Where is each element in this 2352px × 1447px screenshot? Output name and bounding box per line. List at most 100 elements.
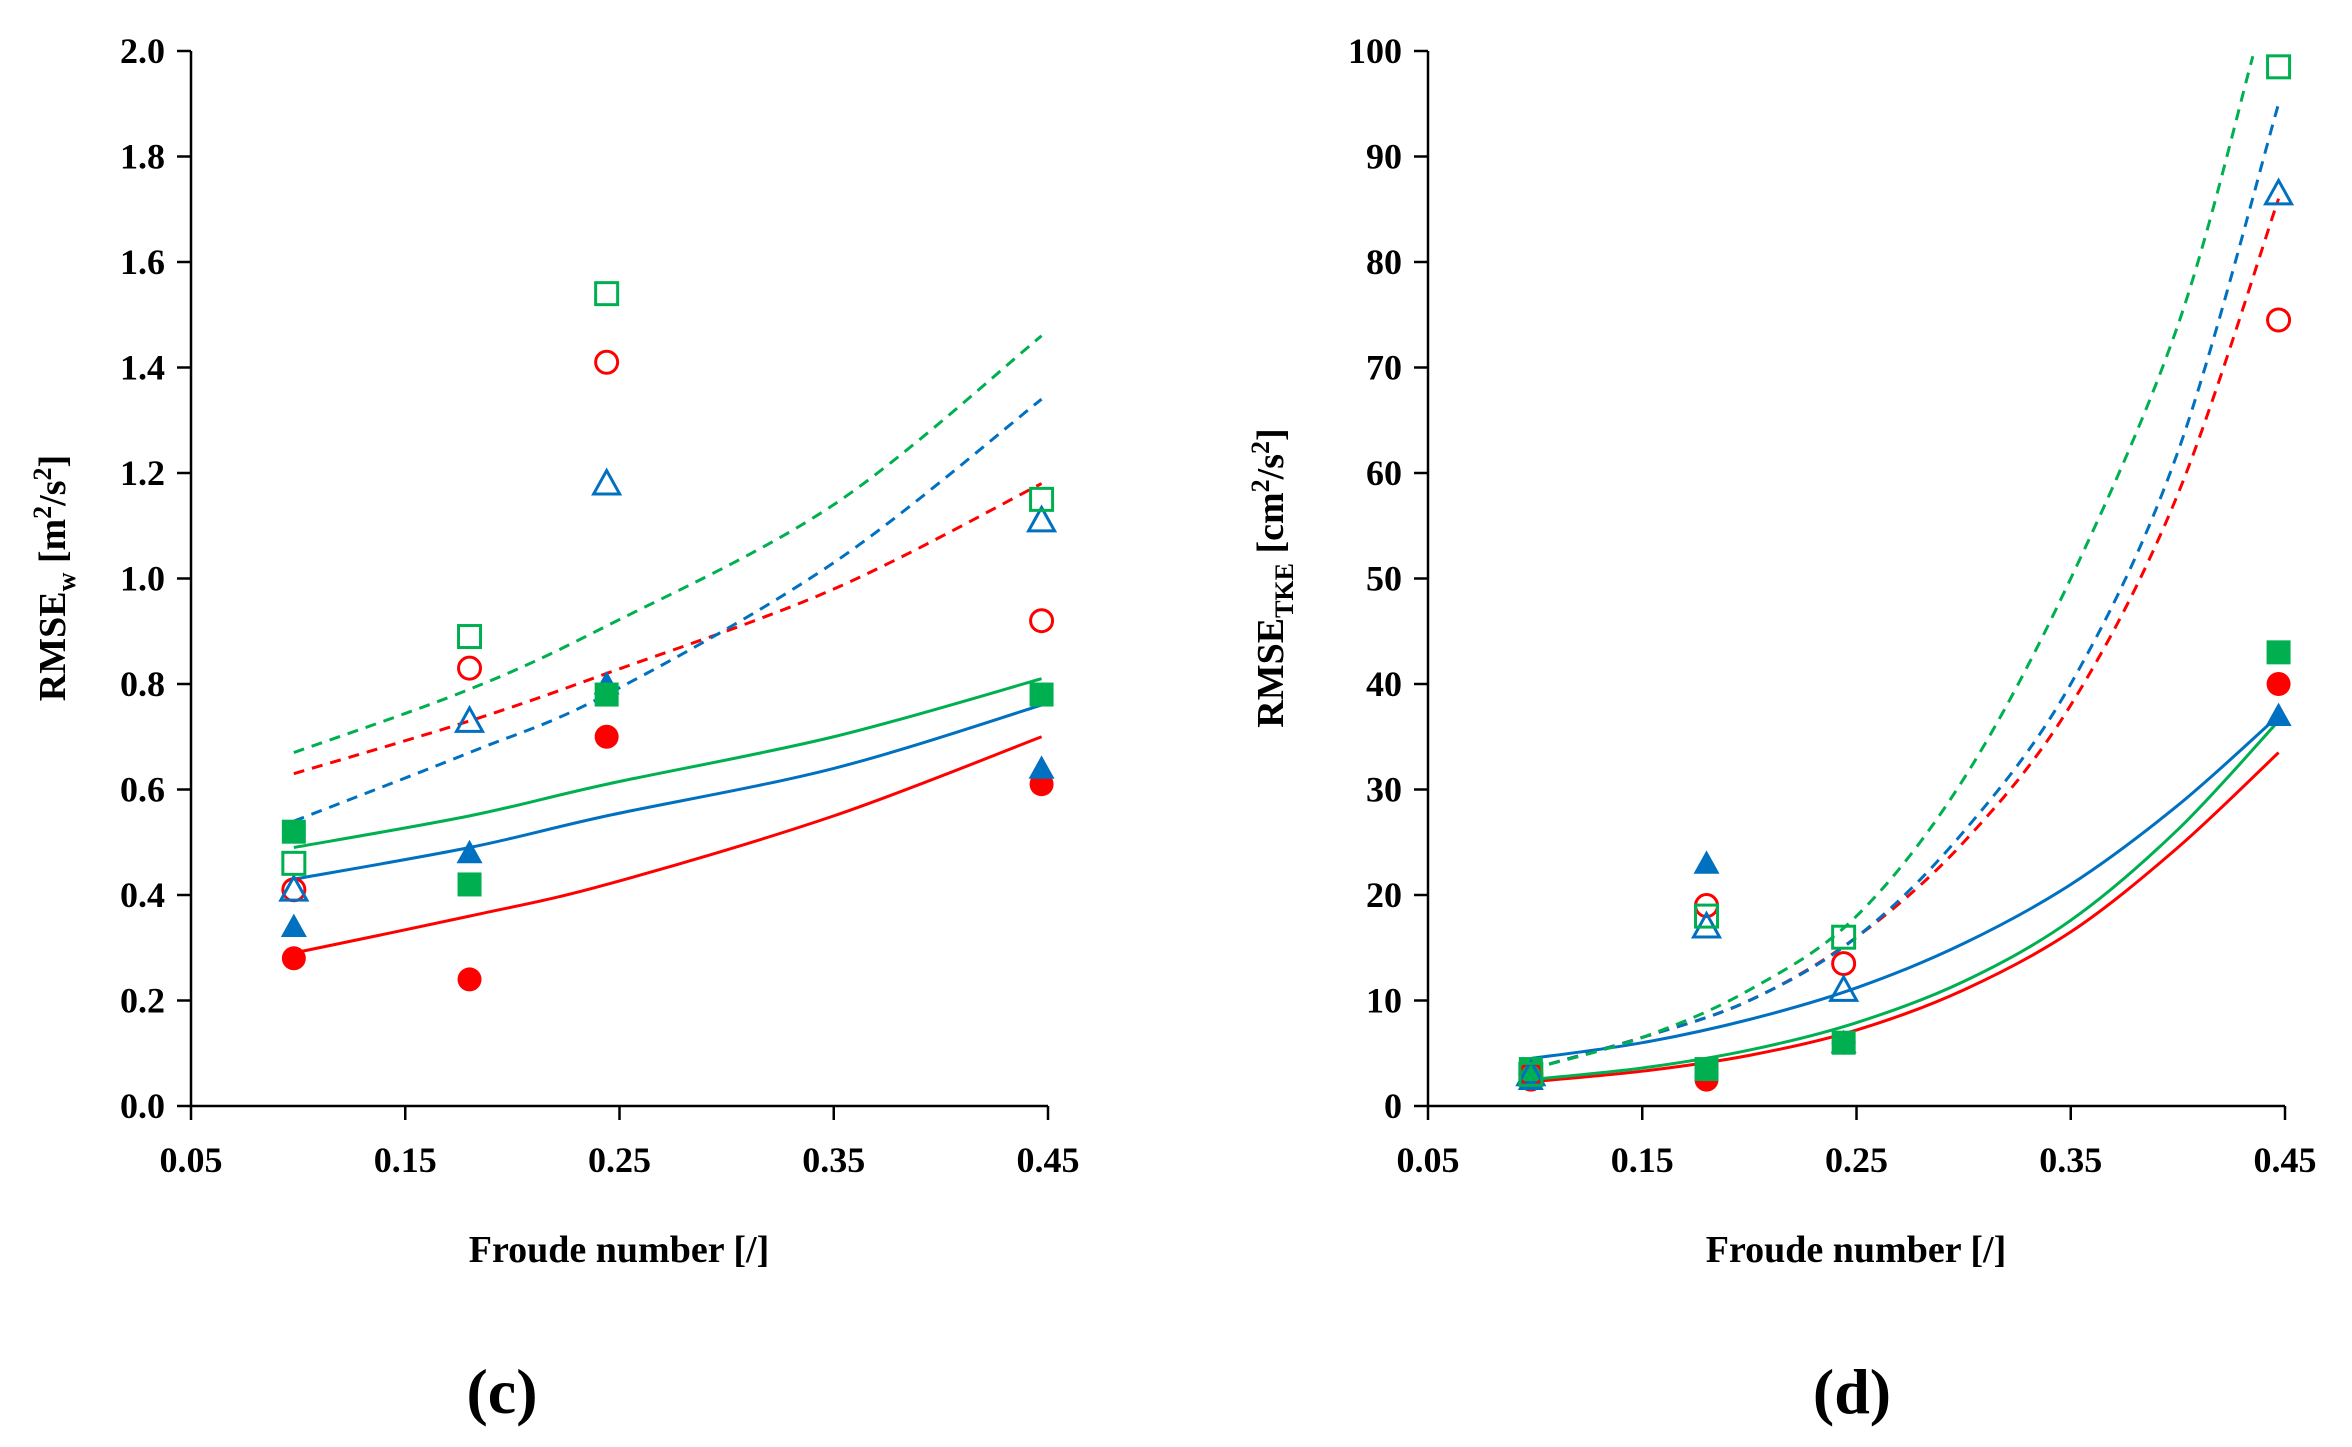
panel-c-point-square-open <box>594 281 620 307</box>
panel-c-y-title-unit-open: [m <box>32 519 74 573</box>
panel-c-xtick-label: 0.05 <box>160 1140 223 1180</box>
panel-d-marks <box>1515 54 2295 1092</box>
panel-d-xtick-label: 0.35 <box>2039 1140 2102 1180</box>
panel-c-y-title-sup1: 2 <box>28 506 57 519</box>
panel-c-y-title-unit-close: ] <box>32 455 74 468</box>
panel-c-point-square-filled <box>594 682 619 707</box>
panel-c-ytick-label: 1.0 <box>120 559 165 599</box>
panel-c-point-circle-open <box>1029 608 1055 634</box>
panel-c-ytick-label: 2.0 <box>120 31 165 71</box>
panel-d-trendline-dashed <box>1530 198 2280 1071</box>
panel-c-point-circle-filled <box>594 724 619 749</box>
panel-d-point-square-filled <box>2266 640 2291 665</box>
panel-d-x-axis-title: Froude number [/] <box>1706 1229 2007 1271</box>
panel-d-point-triangle-filled <box>1693 850 1720 874</box>
panel-d-point-square-open <box>1831 924 1857 950</box>
panel-d-ytick-label: 70 <box>1366 348 1402 388</box>
panel-d-ytick-label: 80 <box>1366 242 1402 282</box>
panel-c-point-square-filled <box>281 819 306 844</box>
panel-c-trendline-dashed <box>293 334 1043 754</box>
panel-d-ytick-label: 50 <box>1366 559 1402 599</box>
panel-c-point-triangle-open <box>453 704 486 733</box>
panel-c-ytick-label: 0.2 <box>120 981 165 1021</box>
chart-panel-d: 0 10 20 30 40 50 60 70 80 90 100 0.05 0.15 0.25 0.35 0.… <box>1246 31 2317 1427</box>
panel-d-point-triangle-open <box>1828 973 1860 1002</box>
panel-d-y-title-unit-open: [cm <box>1250 492 1292 563</box>
panel-d-ytick-label: 100 <box>1348 31 1402 71</box>
panel-c-marks <box>278 281 1058 992</box>
panel-d-ytick-label: 90 <box>1366 137 1402 177</box>
panel-c-ytick-label: 1.6 <box>120 242 165 282</box>
panel-c-y-title-unit-mid: /s <box>32 480 74 506</box>
panel-d-xtick-label: 0.05 <box>1397 1140 1460 1180</box>
panel-c-point-circle-filled <box>281 946 306 971</box>
panel-c-ytick-label: 1.8 <box>120 137 165 177</box>
panel-d-y-title-main: RMSE <box>1250 618 1292 728</box>
panel-d-xtick-label: 0.45 <box>2254 1140 2317 1180</box>
panel-d-y-axis-title: RMSETKE [cm2/s2] <box>1246 428 1299 727</box>
panel-d-ytick-label: 20 <box>1366 875 1402 915</box>
panel-c-xtick-label: 0.45 <box>1017 1140 1080 1180</box>
panel-c-y-title-sup2: 2 <box>28 467 57 480</box>
panel-d-ytick-label: 10 <box>1366 981 1402 1021</box>
panel-d-ticks: 0 10 20 30 40 50 60 70 80 90 100 0.05 0.15 0.25 0.35 0.… <box>1348 31 2317 1180</box>
panel-c-ytick-label: 1.2 <box>120 453 165 493</box>
panel-d-point-square-open <box>2266 54 2292 80</box>
panel-d-point-triangle-filled <box>2265 702 2292 727</box>
panel-d-xtick-label: 0.15 <box>1611 1140 1674 1180</box>
panel-d-ytick-label: 60 <box>1366 453 1402 493</box>
panel-c-point-triangle-filled <box>280 913 307 938</box>
panel-c-point-triangle-open <box>1026 504 1058 533</box>
panel-c-xtick-label: 0.25 <box>588 1140 651 1180</box>
panel-c-trendline-solid <box>293 735 1043 955</box>
panel-d-y-title-unit-close: ] <box>1250 428 1292 441</box>
panel-c-y-title-sub: w <box>52 572 81 591</box>
panel-c-point-circle-open <box>457 655 483 681</box>
panel-c-point-circle-open <box>594 349 620 375</box>
panel-c-trendline-solid <box>293 703 1043 881</box>
panel-c-xtick-label: 0.15 <box>374 1140 437 1180</box>
panel-c-ytick-label: 0.4 <box>120 875 165 915</box>
panel-d-point-triangle-open <box>2263 177 2295 206</box>
panel-c-point-circle-filled <box>457 967 482 992</box>
panel-c-trendline-solid <box>293 677 1042 850</box>
panel-c-point-triangle-open <box>591 467 623 496</box>
panel-c-point-square-open <box>281 850 307 876</box>
panel-d-point-circle-open <box>1831 951 1857 977</box>
panel-d-ytick-label: 30 <box>1366 770 1402 810</box>
chart-panel-c: 0.0 0.2 0.4 0.6 0.8 1.0 1.2 1.4 1.6 1.8 2.0 0.05 0.1… <box>28 31 1080 1427</box>
panel-d-trendline-solid <box>1530 751 2280 1084</box>
panel-d-label: (d) <box>1813 1356 1891 1427</box>
panel-d-y-title-unit-mid: /s <box>1250 454 1292 480</box>
panel-d-ytick-label: 0 <box>1384 1086 1402 1126</box>
panel-c-point-square-filled <box>1029 682 1054 707</box>
panel-d-point-square-open <box>1518 1061 1544 1087</box>
panel-d-point-square-filled <box>1694 1057 1719 1082</box>
panel-c-point-square-filled <box>457 872 482 897</box>
panel-d-trendline-solid <box>1530 714 2280 1061</box>
panel-d-trendline-dashed <box>1530 55 2255 1071</box>
panel-c-trendline-dashed <box>293 397 1043 823</box>
panel-d-point-square-filled <box>1831 1030 1856 1055</box>
panel-d-point-circle-filled <box>2266 672 2291 696</box>
panel-c-point-triangle-open <box>278 873 310 902</box>
panel-c-ticks: 0.0 0.2 0.4 0.6 0.8 1.0 1.2 1.4 1.6 1.8 2.0 0.05 0.1… <box>120 31 1080 1180</box>
panel-d-point-triangle-open <box>1690 910 1723 939</box>
panel-c-trendline-dashed <box>293 482 1043 776</box>
panel-c-ytick-label: 0.0 <box>120 1086 165 1126</box>
panel-d-point-circle-open <box>2266 307 2292 333</box>
panel-c-point-square-open <box>457 624 483 650</box>
panel-c-ytick-label: 0.8 <box>120 664 165 704</box>
panel-d-point-square-open <box>1694 903 1720 929</box>
panel-c-y-axis-title: RMSEw [m2/s2] <box>28 455 81 701</box>
panel-c-point-square-open <box>1029 486 1055 512</box>
panel-c-ytick-label: 0.6 <box>120 770 165 810</box>
panel-c-label: (c) <box>466 1356 537 1427</box>
panel-d-trendline-dashed <box>1530 103 2281 1071</box>
panel-c-x-axis-title: Froude number [/] <box>469 1229 770 1271</box>
panel-d-y-title-sup1: 2 <box>1246 479 1275 492</box>
panel-c-point-triangle-filled <box>1028 755 1055 779</box>
panel-d-ytick-label: 40 <box>1366 664 1402 704</box>
panel-c-xtick-label: 0.35 <box>802 1140 865 1180</box>
